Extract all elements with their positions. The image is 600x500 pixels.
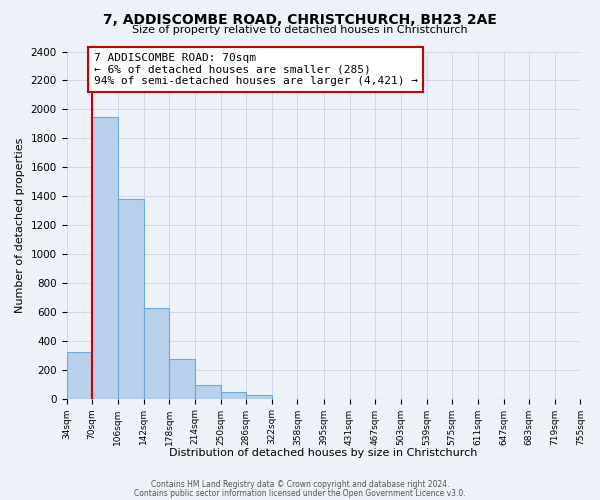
Bar (92, 116, 118, 398)
Y-axis label: Number of detached properties: Number of detached properties (15, 138, 25, 313)
Text: Contains public sector information licensed under the Open Government Licence v3: Contains public sector information licen… (134, 488, 466, 498)
Text: 7, ADDISCOMBE ROAD, CHRISTCHURCH, BH23 2AE: 7, ADDISCOMBE ROAD, CHRISTCHURCH, BH23 2… (103, 12, 497, 26)
Bar (195, 385, 221, 398)
Bar (67, 352, 92, 399)
Bar (143, 308, 169, 398)
Text: Size of property relative to detached houses in Christchurch: Size of property relative to detached ho… (132, 25, 468, 35)
Bar (118, 199, 143, 398)
Bar (221, 392, 246, 398)
X-axis label: Distribution of detached houses by size in Christchurch: Distribution of detached houses by size … (169, 448, 478, 458)
Text: Contains HM Land Registry data © Crown copyright and database right 2024.: Contains HM Land Registry data © Crown c… (151, 480, 449, 489)
Text: 7 ADDISCOMBE ROAD: 70sqm
← 6% of detached houses are smaller (285)
94% of semi-d: 7 ADDISCOMBE ROAD: 70sqm ← 6% of detache… (94, 53, 418, 86)
Bar (169, 359, 195, 399)
Bar (246, 395, 272, 398)
